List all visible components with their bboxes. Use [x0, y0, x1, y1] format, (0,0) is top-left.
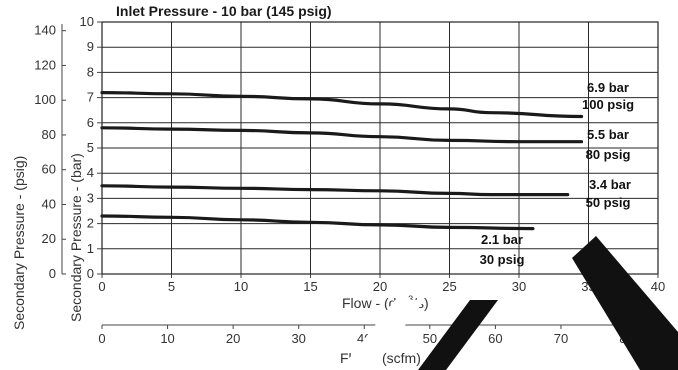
y-axis-label-psig: Secondary Pressure - (psig)	[11, 156, 27, 330]
axes	[61, 21, 659, 329]
y-tick-label-bar: 4	[87, 165, 94, 180]
x-tick-label-scfm: 10	[160, 331, 174, 346]
x-tick-label-dm3: 5	[168, 279, 175, 294]
series-label-bar-4: 2.1 bar	[481, 232, 523, 247]
watermark-shape-right	[572, 236, 678, 370]
series-label-bar-2: 5.5 bar	[587, 127, 629, 142]
x-tick-label-scfm: 30	[291, 331, 305, 346]
series-label-bar-1: 6.9 bar	[587, 80, 629, 95]
x-tick-label-dm3: 20	[373, 279, 387, 294]
x-tick-label-scfm: 70	[554, 331, 568, 346]
y-tick-label-psig: 140	[34, 23, 56, 38]
x-tick-label-dm3: 15	[303, 279, 317, 294]
y-tick-label-bar: 0	[87, 266, 94, 281]
y-tick-label-bar: 6	[87, 115, 94, 130]
y-tick-label-psig: 60	[42, 162, 56, 177]
series-label-bar-3: 3.4 bar	[589, 177, 631, 192]
series-line-4	[100, 214, 535, 231]
watermark-logo	[340, 236, 678, 370]
watermark-gap	[340, 300, 425, 370]
y-tick-label-psig: 80	[42, 127, 56, 142]
x-tick-label-scfm: 50	[423, 331, 437, 346]
series-label-psig-4: 30 psig	[480, 252, 525, 267]
y-tick-label-bar: 10	[80, 14, 94, 29]
pressure-curves	[100, 91, 584, 231]
y-tick-label-bar: 2	[87, 216, 94, 231]
x-tick-label-scfm: 60	[488, 331, 502, 346]
y-tick-label-bar: 5	[87, 140, 94, 155]
y-tick-label-psig: 0	[49, 266, 56, 281]
grid-lines	[101, 21, 659, 275]
x-tick-label-dm3: 10	[234, 279, 248, 294]
y-tick-label-psig: 100	[34, 92, 56, 107]
y-tick-label-psig: 40	[42, 196, 56, 211]
y-tick-label-bar: 1	[87, 241, 94, 256]
y-tick-label-psig: 120	[34, 57, 56, 72]
watermark-shape-left	[418, 300, 498, 370]
x-tick-label-scfm: 0	[98, 331, 105, 346]
tick-labels: 0510152025303540010203040506070800123456…	[34, 14, 665, 346]
y-tick-label-bar: 9	[87, 39, 94, 54]
y-tick-label-bar: 7	[87, 90, 94, 105]
x-tick-label-scfm: 20	[226, 331, 240, 346]
series-line-2	[100, 126, 584, 144]
y-axis-label-bar: Secondary Pressure - (bar)	[68, 153, 84, 322]
series-label-psig-3: 50 psig	[586, 195, 631, 210]
x-tick-label-dm3: 25	[442, 279, 456, 294]
x-tick-label-dm3: 40	[651, 279, 665, 294]
series-labels: 6.9 bar 100 psig 5.5 bar 80 psig 3.4 bar 50 p…	[480, 80, 634, 267]
series-line-1	[100, 91, 584, 119]
y-tick-label-bar: 8	[87, 64, 94, 79]
y-tick-label-bar: 3	[87, 190, 94, 205]
y-tick-label-psig: 20	[42, 231, 56, 246]
series-label-psig-2: 80 psig	[586, 147, 631, 162]
series-label-psig-1: 100 psig	[582, 97, 634, 112]
x-axis-label-sup: 3	[408, 294, 413, 304]
x-tick-label-dm3: 30	[512, 279, 526, 294]
chart-title: Inlet Pressure - 10 bar (145 psig)	[116, 3, 332, 19]
series-line-3	[100, 184, 570, 197]
x-tick-label-dm3: 0	[98, 279, 105, 294]
